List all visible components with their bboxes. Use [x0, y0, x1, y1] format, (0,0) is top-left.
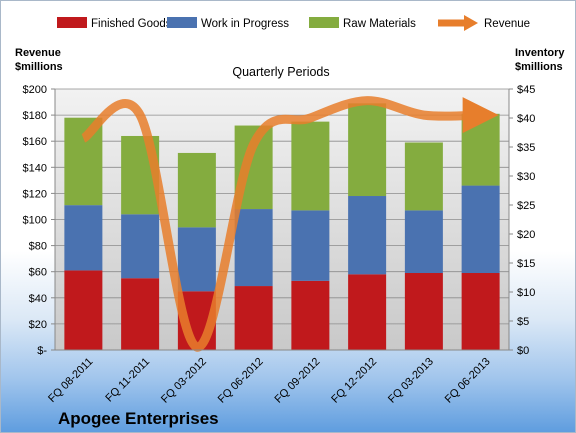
- left-tick-label: $120: [23, 188, 47, 200]
- bar-raw-materials: [177, 152, 216, 228]
- right-tick-label: $25: [517, 200, 535, 212]
- bar-work-in-progress: [291, 210, 330, 281]
- right-tick-label: $45: [517, 84, 535, 96]
- x-tick-label: FQ 03-2012: [159, 356, 209, 406]
- left-tick-label: $20: [29, 319, 47, 331]
- left-tick-label: $-: [37, 345, 47, 357]
- legend-arrow: [464, 15, 478, 31]
- bar-finished-goods: [461, 273, 500, 350]
- bar-finished-goods: [234, 286, 273, 350]
- bar-work-in-progress: [461, 185, 500, 274]
- legend-label: Work in Progress: [201, 18, 289, 30]
- right-tick-label: $15: [517, 258, 535, 270]
- bar-work-in-progress: [177, 227, 216, 292]
- bars: [64, 103, 500, 350]
- left-tick-label: $40: [29, 293, 47, 305]
- left-axis-title-line1: Revenue: [15, 47, 61, 59]
- left-tick-label: $60: [29, 267, 47, 279]
- legend-label: Finished Goods: [91, 18, 172, 30]
- right-tick-label: $20: [517, 229, 535, 241]
- right-tick-label: $0: [517, 345, 529, 357]
- x-tick-label: FQ 12-2012: [329, 356, 379, 406]
- bar-raw-materials: [291, 121, 330, 211]
- legend-swatch: [309, 17, 339, 28]
- chart-subtitle: Quarterly Periods: [232, 65, 329, 79]
- bar-work-in-progress: [404, 210, 443, 274]
- right-tick-label: $10: [517, 287, 535, 299]
- bar-work-in-progress: [348, 196, 387, 275]
- legend-label: Revenue: [484, 18, 530, 30]
- left-tick-label: $100: [23, 215, 47, 227]
- bar-raw-materials: [348, 103, 387, 197]
- right-axis: $0 $5 $10 $15 $20 $25 $30 $35 $40 $45: [508, 84, 535, 357]
- left-tick-label: $200: [23, 84, 47, 96]
- x-tick-label: FQ 06-2013: [443, 356, 493, 406]
- x-tick-label: FQ 03-2013: [386, 356, 436, 406]
- left-axis-title-line2: $millions: [15, 61, 63, 73]
- right-axis-title-line2: $millions: [515, 61, 563, 73]
- left-tick-label: $160: [23, 136, 47, 148]
- company-name: Apogee Enterprises: [58, 409, 219, 428]
- x-axis: FQ 08-2011 FQ 11-2011 FQ 03-2012 FQ 06-2012…: [46, 349, 509, 406]
- bar-finished-goods: [64, 270, 103, 350]
- right-axis-title-line1: Inventory: [515, 47, 565, 59]
- left-tick-label: $80: [29, 241, 47, 253]
- x-tick-label: FQ 08-2011: [46, 356, 95, 405]
- bar-finished-goods: [121, 278, 160, 350]
- x-tick-label: FQ 09-2012: [273, 356, 323, 406]
- x-tick-label: FQ 06-2012: [216, 356, 266, 406]
- bar-work-in-progress: [234, 209, 273, 287]
- right-tick-label: $30: [517, 171, 535, 183]
- left-tick-label: $140: [23, 162, 47, 174]
- legend-swatch: [167, 17, 197, 28]
- left-axis: $- $20 $40 $60 $80 $100 $120 $140 $160 $180 $200: [23, 84, 56, 357]
- bar-finished-goods: [348, 274, 387, 350]
- bar-work-in-progress: [64, 205, 103, 271]
- right-tick-label: $5: [517, 316, 529, 328]
- revenue-line-group: [80, 96, 499, 352]
- bar-raw-materials: [404, 142, 443, 211]
- left-tick-label: $180: [23, 110, 47, 122]
- bar-raw-materials: [64, 117, 103, 206]
- bar-finished-goods: [291, 280, 330, 350]
- legend-label: Raw Materials: [343, 18, 416, 30]
- revenue-line: [80, 96, 499, 352]
- bar-finished-goods: [404, 273, 443, 350]
- legend-swatch: [57, 17, 87, 28]
- legend: Finished Goods Work in Progress Raw Materi…: [57, 15, 530, 31]
- right-tick-label: $40: [517, 113, 535, 125]
- bar-raw-materials: [461, 113, 500, 186]
- right-tick-label: $35: [517, 142, 535, 154]
- bar-work-in-progress: [121, 214, 160, 279]
- x-tick-label: FQ 11-2011: [103, 356, 152, 405]
